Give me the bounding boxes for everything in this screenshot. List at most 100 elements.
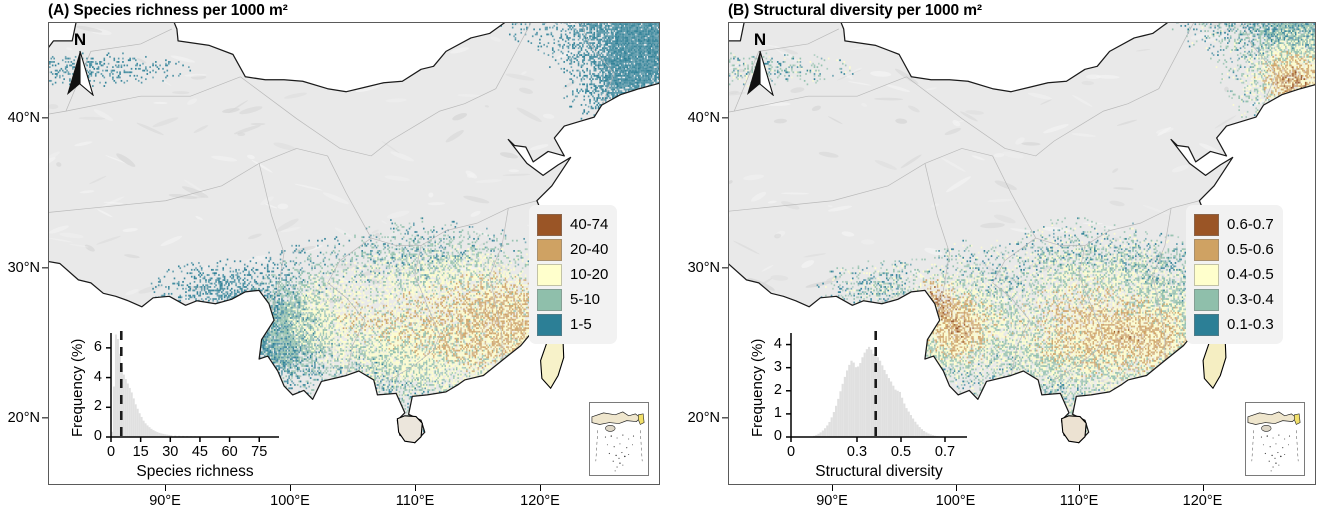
histogram-bar — [931, 435, 934, 437]
histogram-xtick-label: 75 — [239, 444, 279, 460]
legend-label: 0.5-0.6 — [1227, 241, 1274, 258]
histogram-bar — [883, 369, 886, 437]
legend-item: 1-5 — [537, 312, 608, 337]
legend-item: 40-74 — [537, 212, 608, 237]
histogram-ytick-label: 4 — [55, 369, 102, 385]
histogram-bar — [854, 367, 857, 437]
lon-tick-mark — [540, 485, 542, 491]
legend-label: 0.3-0.4 — [1227, 291, 1274, 308]
histogram-bar — [122, 374, 125, 437]
histogram-bar — [158, 432, 161, 437]
histogram-bar — [868, 346, 871, 437]
lat-tick-mark — [722, 117, 728, 119]
histogram-bar — [832, 412, 835, 437]
histogram-plot — [786, 331, 967, 442]
histogram-xtick-label: 0.5 — [881, 444, 921, 460]
lat-tick-mark — [42, 417, 48, 419]
histogram-plot — [106, 331, 279, 442]
histogram-bar — [150, 428, 153, 437]
histogram-bar — [170, 435, 173, 437]
lat-tick-mark — [722, 417, 728, 419]
histogram-bar — [134, 404, 137, 437]
histogram-bar — [843, 376, 846, 437]
legend-label: 5-10 — [570, 291, 600, 308]
legend-swatch — [1194, 238, 1219, 261]
legend-item: 5-10 — [537, 287, 608, 312]
histogram-bar — [821, 430, 824, 437]
histogram-bar — [128, 387, 131, 437]
histogram-xtick-label: 60 — [210, 444, 250, 460]
histogram-bar — [817, 433, 820, 437]
histogram-ylabel: Frequency (%) — [749, 339, 766, 437]
lon-tick-mark — [1079, 485, 1081, 491]
histogram-bar — [863, 352, 866, 437]
legend-item: 0.3-0.4 — [1194, 287, 1274, 312]
legend-label: 40-74 — [570, 216, 608, 233]
histogram-bar — [828, 421, 831, 437]
lon-tick-label: 90°E — [816, 493, 848, 509]
lat-tick-mark — [42, 267, 48, 269]
histogram-bar — [846, 370, 849, 437]
histogram-ytick-label: 1 — [735, 405, 782, 421]
legend-label: 0.4-0.5 — [1227, 266, 1274, 283]
lat-tick-label: 40°N — [0, 110, 40, 126]
histogram-bar — [826, 425, 829, 437]
histogram-bar — [912, 418, 915, 437]
legend-label: 20-40 — [570, 241, 608, 258]
histogram-bar — [907, 411, 910, 437]
histogram-bar — [894, 389, 897, 437]
histogram-xtick-label: 0 — [91, 444, 131, 460]
histogram-bar — [909, 415, 912, 437]
compass-needle-icon — [67, 50, 94, 96]
histogram-xlabel: Species richness — [111, 463, 279, 481]
panel-b-legend: 0.6-0.7 0.5-0.6 0.4-0.5 0.3-0.4 0.1-0.3 — [1186, 205, 1283, 344]
histogram-bar — [835, 405, 838, 437]
histogram-bar — [164, 434, 167, 437]
histogram-bar — [876, 357, 879, 437]
histogram-bar — [857, 366, 860, 437]
histogram-xtick-label: 30 — [150, 444, 190, 460]
histogram-ytick-label: 3 — [735, 359, 782, 375]
legend-swatch — [537, 288, 562, 311]
panel-a-legend: 40-74 20-40 10-20 5-10 1-5 — [529, 205, 618, 344]
histogram-bar — [892, 385, 895, 437]
legend-item: 0.4-0.5 — [1194, 262, 1274, 287]
north-arrow-label: N — [65, 30, 95, 50]
lon-tick-label: 100°E — [936, 493, 976, 509]
histogram-bar — [830, 417, 833, 437]
legend-swatch — [537, 263, 562, 286]
lon-tick-label: 120°E — [520, 493, 560, 509]
legend-swatch — [1194, 288, 1219, 311]
legend-swatch — [537, 238, 562, 261]
histogram-bar — [132, 398, 135, 437]
panel-a-inset-histogram: 0 2 4 6 0 15 30 45 60 75 Frequency (%) Species rich… — [55, 323, 285, 483]
histogram-bar — [114, 334, 117, 437]
histogram-bar — [154, 431, 157, 437]
legend-label: 1-5 — [570, 316, 592, 333]
histogram-bar — [923, 430, 926, 437]
histogram-bar — [160, 433, 163, 437]
lon-tick-mark — [955, 485, 957, 491]
histogram-xtick-label: 0 — [771, 444, 811, 460]
south-china-sea-inset-map — [590, 403, 648, 475]
lat-tick-mark — [42, 117, 48, 119]
histogram-bar — [837, 398, 840, 437]
legend-swatch — [1194, 313, 1219, 336]
histogram-bar — [111, 431, 113, 437]
lat-tick-label: 30°N — [0, 260, 40, 276]
histogram-bar — [927, 433, 930, 437]
histogram-bar — [819, 432, 822, 437]
lon-tick-mark — [415, 485, 417, 491]
histogram-bar — [152, 430, 155, 437]
lon-tick-label: 110°E — [1060, 493, 1099, 509]
legend-swatch — [537, 313, 562, 336]
lon-tick-mark — [1202, 485, 1204, 491]
histogram-bar — [905, 408, 908, 437]
panel-b-map-frame: N 0.6-0.7 0.5-0.6 0.4-0.5 0.3-0.4 0.1-0.3 0 1… — [728, 22, 1316, 485]
lat-tick-mark — [722, 267, 728, 269]
histogram-bar — [130, 392, 133, 437]
histogram-bar — [118, 353, 121, 437]
histogram-bar — [870, 349, 873, 437]
histogram-bar — [885, 374, 888, 437]
histogram-xlabel: Structural diversity — [791, 463, 967, 481]
